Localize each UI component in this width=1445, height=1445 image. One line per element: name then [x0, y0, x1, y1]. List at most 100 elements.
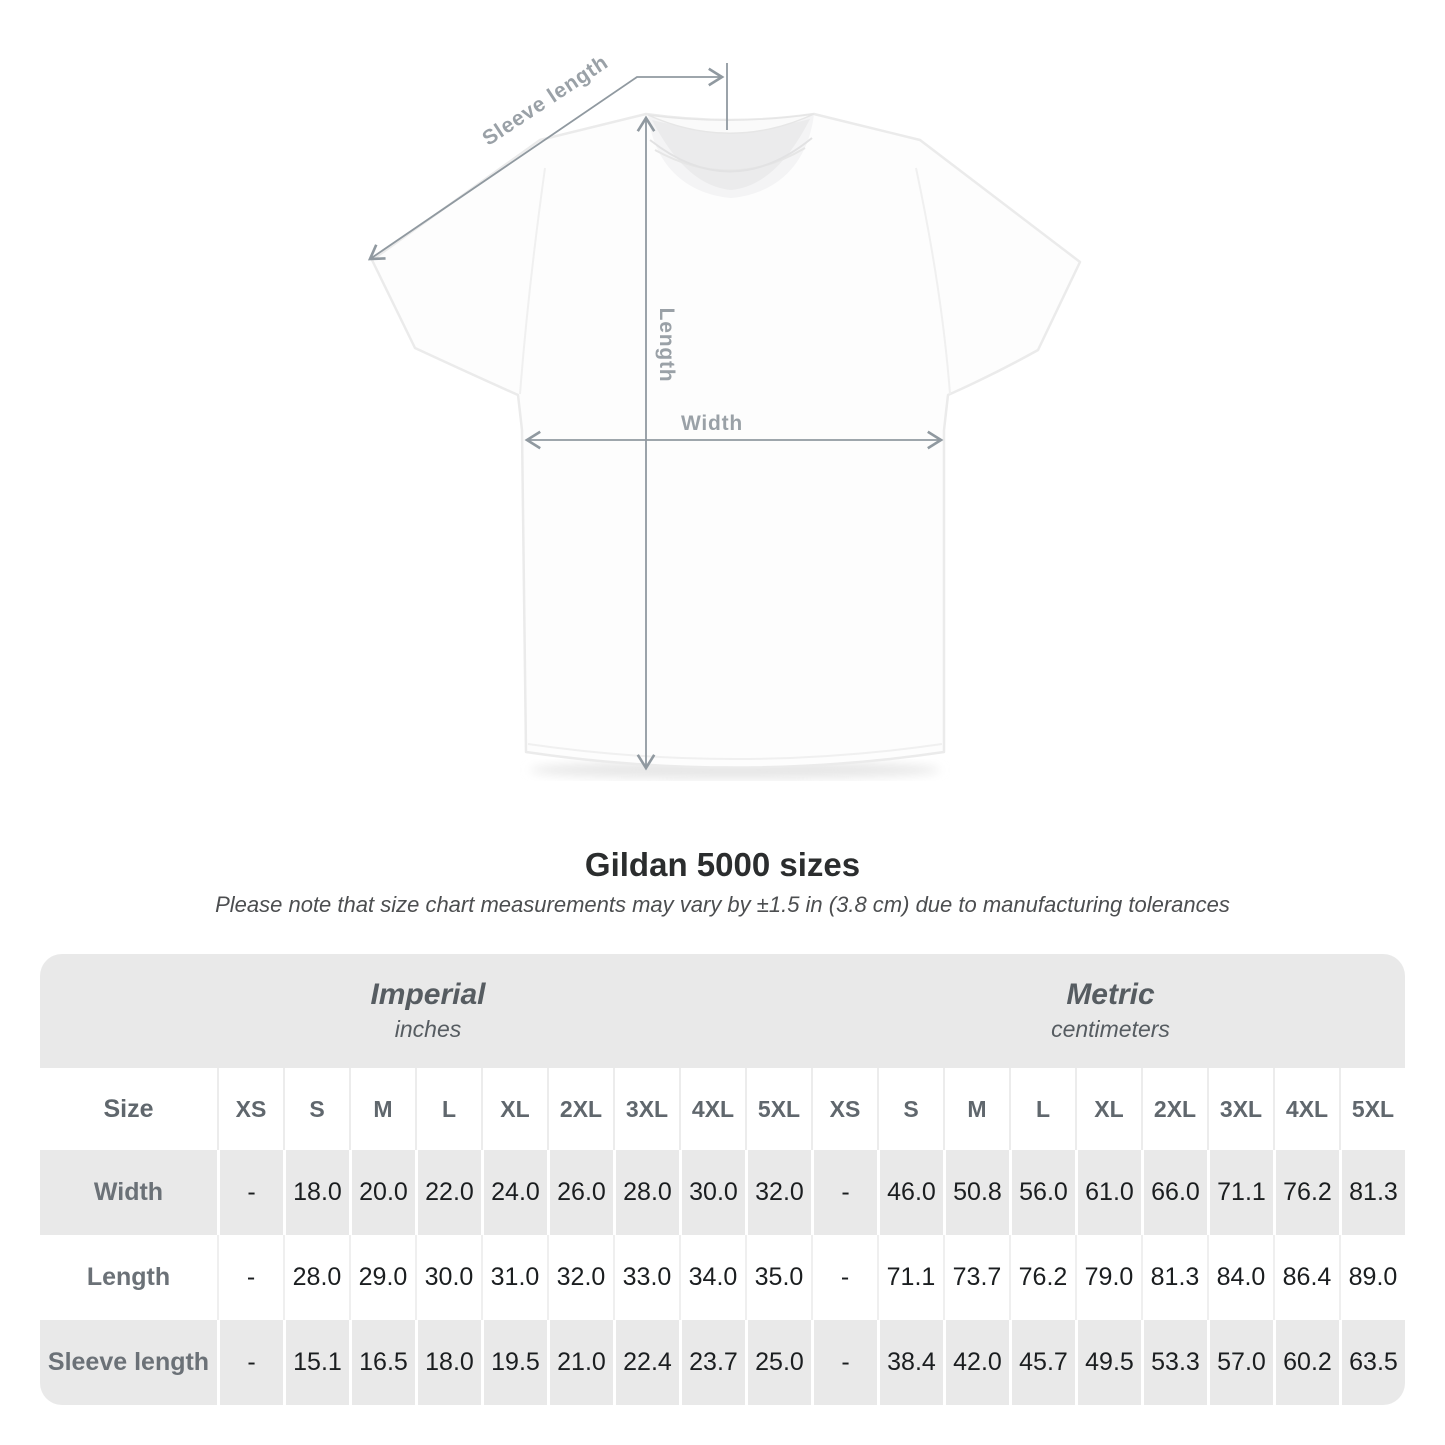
imperial-value-cell: 19.5 [481, 1320, 547, 1405]
table-row-width: Width -18.0 20.0 22.0 24.0 26.0 28.0 30.0 32.0-4… [40, 1150, 1405, 1235]
imperial-value-cell: 29.0 [349, 1235, 415, 1320]
imperial-value-cell: 33.0 [613, 1235, 679, 1320]
imperial-size-header-xl: XL [481, 1068, 547, 1150]
metric-value-cell: 45.7 [1009, 1320, 1075, 1405]
imperial-value-cell: 32.0 [547, 1235, 613, 1320]
metric-size-header-3xl: 3XL [1207, 1068, 1273, 1150]
tshirt-graphic: Sleeve length Length Width [367, 51, 1082, 779]
tolerance-note: Please note that size chart measurements… [215, 892, 1230, 917]
table-row-sleeve-length: Sleeve length -15.1 16.5 18.0 19.5 21.0 22.4 23… [40, 1320, 1405, 1405]
imperial-value-cell: 35.0 [745, 1235, 811, 1320]
imperial-value-cell: - [217, 1150, 283, 1235]
imperial-value-cell: 15.1 [283, 1320, 349, 1405]
row-label: Width [93, 1178, 164, 1206]
imperial-value-cell: 30.0 [679, 1150, 745, 1235]
imperial-group: Imperial inches [40, 954, 816, 1068]
sleeve-length-arrow [367, 67, 725, 261]
metric-group-unit: centimeters [1051, 1016, 1170, 1042]
imperial-size-header-3xl: 3XL [613, 1068, 679, 1150]
metric-size-header-2xl: 2XL [1141, 1068, 1207, 1150]
imperial-size-header-4xl: 4XL [679, 1068, 745, 1150]
imperial-value-cell: 32.0 [745, 1150, 811, 1235]
metric-value-cell: - [811, 1320, 877, 1405]
metric-value-cell: 56.0 [1009, 1150, 1075, 1235]
metric-value-cell: 89.0 [1339, 1235, 1405, 1320]
imperial-value-cell: 24.0 [481, 1150, 547, 1235]
metric-value-cell: 38.4 [877, 1320, 943, 1405]
metric-value-cell: 60.2 [1273, 1320, 1339, 1405]
metric-group-title: Metric [1066, 978, 1155, 1011]
metric-value-cell: - [811, 1150, 877, 1235]
metric-value-cell: 84.0 [1207, 1235, 1273, 1320]
metric-value-cell: 57.0 [1207, 1320, 1273, 1405]
metric-size-header-m: M [943, 1068, 1009, 1150]
size-column-header: Size [103, 1094, 154, 1123]
imperial-value-cell: 18.0 [415, 1320, 481, 1405]
imperial-size-header-s: S [283, 1068, 349, 1150]
metric-value-cell: 61.0 [1075, 1150, 1141, 1235]
imperial-value-cell: - [217, 1235, 283, 1320]
metric-value-cell: 76.2 [1273, 1150, 1339, 1235]
metric-size-header-5xl: 5XL [1339, 1068, 1405, 1150]
unit-group-header: Imperial inches Metric centimeters [40, 954, 1405, 1068]
metric-value-cell: 76.2 [1009, 1235, 1075, 1320]
imperial-value-cell: 31.0 [481, 1235, 547, 1320]
row-label: Length [86, 1263, 171, 1291]
imperial-value-cell: 20.0 [349, 1150, 415, 1235]
metric-value-cell: 66.0 [1141, 1150, 1207, 1235]
imperial-value-cell: 28.0 [613, 1150, 679, 1235]
metric-value-cell: 81.3 [1339, 1150, 1405, 1235]
imperial-size-header-5xl: 5XL [745, 1068, 811, 1150]
imperial-size-header-l: L [415, 1068, 481, 1150]
width-label: Width [681, 412, 743, 435]
imperial-group-unit: inches [394, 1016, 462, 1042]
imperial-value-cell: 22.0 [415, 1150, 481, 1235]
imperial-value-cell: 34.0 [679, 1235, 745, 1320]
metric-value-cell: 81.3 [1141, 1235, 1207, 1320]
metric-value-cell: 73.7 [943, 1235, 1009, 1320]
imperial-value-cell: 22.4 [613, 1320, 679, 1405]
imperial-value-cell: - [217, 1320, 283, 1405]
metric-size-header-xl: XL [1075, 1068, 1141, 1150]
hem-shadow [530, 761, 940, 779]
metric-value-cell: 71.1 [877, 1235, 943, 1320]
metric-value-cell: 49.5 [1075, 1320, 1141, 1405]
imperial-value-cell: 26.0 [547, 1150, 613, 1235]
metric-value-cell: 42.0 [943, 1320, 1009, 1405]
imperial-value-cell: 30.0 [415, 1235, 481, 1320]
row-label: Sleeve length [47, 1348, 210, 1376]
size-table-body: Width -18.0 20.0 22.0 24.0 26.0 28.0 30.0 32.0-4… [40, 1150, 1405, 1405]
imperial-value-cell: 25.0 [745, 1320, 811, 1405]
metric-value-cell: 46.0 [877, 1150, 943, 1235]
page-title: Gildan 5000 sizes [584, 846, 861, 883]
metric-value-cell: 63.5 [1339, 1320, 1405, 1405]
metric-value-cell: 53.3 [1141, 1320, 1207, 1405]
metric-size-header-s: S [877, 1068, 943, 1150]
size-table: Imperial inches Metric centimeters Size X… [40, 954, 1405, 1405]
metric-size-header-xs: XS [811, 1068, 877, 1150]
metric-value-cell: 71.1 [1207, 1150, 1273, 1235]
metric-size-header-l: L [1009, 1068, 1075, 1150]
hem-stitch [527, 743, 943, 760]
metric-group: Metric centimeters [816, 954, 1405, 1068]
size-header-row: Size XS S M L XL 2XL 3XL 4XL 5XL XS S M L XL 2XL 3XL 4XL 5… [40, 1068, 1405, 1150]
tshirt-measurement-diagram: Sleeve length Length Width [367, 51, 1082, 779]
imperial-group-title: Imperial [370, 978, 486, 1011]
length-label: Length [655, 308, 678, 383]
imperial-value-cell: 18.0 [283, 1150, 349, 1235]
right-sleeve-seam [915, 167, 951, 395]
metric-size-header-4xl: 4XL [1273, 1068, 1339, 1150]
imperial-value-cell: 16.5 [349, 1320, 415, 1405]
metric-value-cell: 50.8 [943, 1150, 1009, 1235]
imperial-value-cell: 21.0 [547, 1320, 613, 1405]
metric-value-cell: - [811, 1235, 877, 1320]
table-row-length: Length -28.0 29.0 30.0 31.0 32.0 33.0 34.0 35.0-… [40, 1235, 1405, 1320]
metric-value-cell: 79.0 [1075, 1235, 1141, 1320]
imperial-value-cell: 23.7 [679, 1320, 745, 1405]
imperial-size-header-xs: XS [217, 1068, 283, 1150]
metric-value-cell: 86.4 [1273, 1235, 1339, 1320]
imperial-value-cell: 28.0 [283, 1235, 349, 1320]
imperial-size-header-2xl: 2XL [547, 1068, 613, 1150]
imperial-size-header-m: M [349, 1068, 415, 1150]
